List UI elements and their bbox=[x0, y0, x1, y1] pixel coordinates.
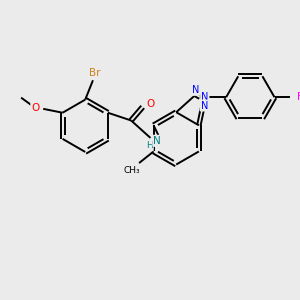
Text: F: F bbox=[297, 92, 300, 102]
Text: O: O bbox=[146, 99, 154, 109]
Text: N: N bbox=[201, 92, 208, 102]
Text: CH₃: CH₃ bbox=[124, 166, 141, 175]
Text: N: N bbox=[153, 136, 161, 146]
Text: Br: Br bbox=[89, 68, 100, 77]
Text: H: H bbox=[146, 141, 153, 150]
Text: N: N bbox=[201, 100, 208, 110]
Text: O: O bbox=[31, 103, 40, 113]
Text: N: N bbox=[192, 85, 199, 95]
